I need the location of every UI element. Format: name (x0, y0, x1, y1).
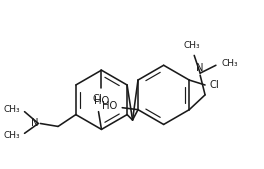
Text: CH₃: CH₃ (4, 105, 21, 114)
Text: N: N (31, 118, 38, 128)
Text: Cl: Cl (210, 80, 220, 90)
Text: HO: HO (94, 96, 109, 106)
Text: Cl: Cl (93, 94, 102, 104)
Text: CH₃: CH₃ (184, 41, 201, 51)
Text: CH₃: CH₃ (222, 59, 238, 68)
Text: N: N (196, 63, 204, 73)
Text: CH₃: CH₃ (4, 131, 21, 140)
Text: HO: HO (102, 101, 117, 111)
